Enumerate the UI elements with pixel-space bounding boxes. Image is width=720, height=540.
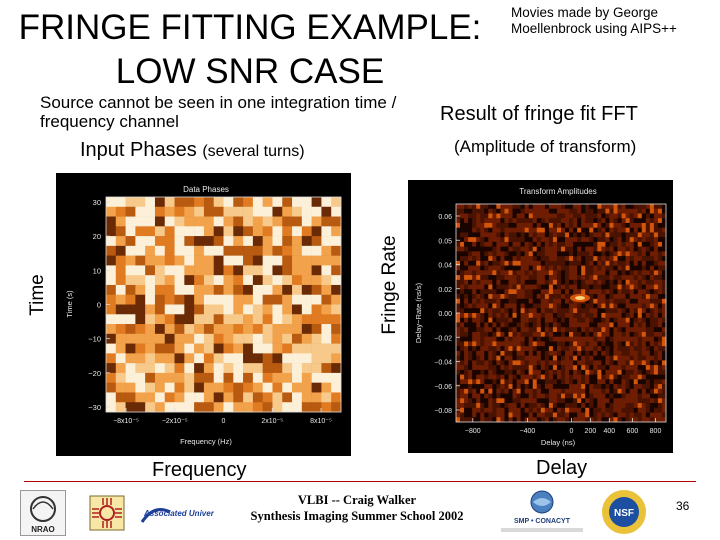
right-ytick-label: 0.02 bbox=[438, 287, 452, 294]
transform-xlabel: Delay (ns) bbox=[541, 438, 576, 447]
left-xtick-label: −2x10⁻⁵ bbox=[162, 418, 188, 425]
nsf-logo-text: NSF bbox=[614, 508, 634, 519]
data-phases-plot: Data Phases 30 20 10 0 −10 −20 −30 −8x10⁻⁵ −2x1… bbox=[56, 173, 351, 456]
right-ytick-label: −0.06 bbox=[434, 384, 452, 391]
footer-line-1: VLBI -- Craig Walker bbox=[297, 493, 417, 507]
title-line-2: LOW SNR CASE bbox=[115, 52, 385, 91]
right-ytick-label: 0.00 bbox=[438, 311, 452, 318]
transform-amplitudes-svg: Transform Amplitudes 0.060.050.040.020.0… bbox=[408, 180, 673, 453]
right-xtick-label: −800 bbox=[465, 428, 481, 435]
footer-text: VLBI -- Craig Walker Synthesis Imaging S… bbox=[232, 492, 482, 524]
right-yticks: 0.06 0.05 0.04 0.02 0.00 −0.02 −0.04 −0.06 −0.08 bbox=[434, 214, 460, 415]
data-phases-ylabel: Time (s) bbox=[65, 290, 74, 318]
left-ytick-label: 20 bbox=[93, 232, 101, 241]
frequency-label: Frequency bbox=[152, 459, 247, 481]
data-phases-svg: Data Phases 30 20 10 0 −10 −20 −30 −8x10⁻⁵ −2x1… bbox=[56, 173, 351, 456]
left-ytick-label: −30 bbox=[88, 403, 101, 412]
nrao-logo-text: NRAO bbox=[31, 525, 55, 534]
left-ytick-label: −20 bbox=[88, 369, 101, 378]
right-ytick-label: 0.06 bbox=[438, 214, 452, 221]
right-xticks: −800 −400 0 200 400 600 800 bbox=[465, 418, 662, 435]
right-xtick-label: 400 bbox=[603, 428, 615, 435]
fringe-peak bbox=[570, 294, 590, 302]
nrao-logo: NRAO bbox=[20, 490, 66, 536]
result-title: Result of fringe fit FFT bbox=[440, 103, 638, 125]
right-xtick-label: 200 bbox=[585, 428, 597, 435]
phase-cells bbox=[106, 197, 342, 413]
left-xtick-label: 8x10⁻⁵ bbox=[310, 418, 332, 425]
left-ytick-label: 30 bbox=[93, 198, 101, 207]
right-ytick-label: 0.05 bbox=[438, 238, 452, 245]
smp-logo-text: SMP • CONACYT bbox=[514, 518, 571, 525]
right-xtick-label: 0 bbox=[570, 428, 574, 435]
left-xtick-label: 0 bbox=[222, 418, 226, 425]
delay-label: Delay bbox=[536, 457, 588, 479]
subtitle: Source cannot be seen in one integration… bbox=[40, 93, 397, 131]
fringe-peak-core bbox=[575, 296, 585, 300]
movie-credit: Movies made by George Moellenbrock using… bbox=[511, 5, 677, 36]
left-xtick-label: 2x10⁻⁵ bbox=[261, 418, 283, 425]
page-number: 36 bbox=[676, 499, 690, 513]
transform-title: Transform Amplitudes bbox=[519, 187, 597, 196]
right-ytick-label: −0.02 bbox=[434, 335, 452, 342]
time-axis-label: Time bbox=[27, 274, 48, 316]
right-ytick-label: −0.08 bbox=[434, 408, 452, 415]
footer-divider bbox=[24, 481, 696, 482]
right-xtick-label: 600 bbox=[627, 428, 639, 435]
data-phases-title: Data Phases bbox=[183, 185, 229, 194]
associated-logo-text: Associated Universities Inc bbox=[143, 509, 214, 518]
input-phases-label: Input Phases (several turns) bbox=[80, 139, 305, 162]
result-subtitle: (Amplitude of transform) bbox=[454, 137, 637, 156]
right-xtick-label: −400 bbox=[520, 428, 536, 435]
amplitude-cells bbox=[456, 204, 667, 423]
left-yticks: 30 20 10 0 −10 −20 −30 bbox=[88, 198, 110, 412]
left-xticks: −8x10⁻⁵ −2x10⁻⁵ 0 2x10⁻⁵ 8x10⁻⁵ bbox=[113, 408, 332, 425]
smp-conacyt-logo: SMP • CONACYT bbox=[497, 488, 587, 536]
fringe-rate-axis-label: Fringe Rate bbox=[379, 235, 400, 335]
slide-title: FRINGE FITTING EXAMPLE: LOW SNR CASE bbox=[0, 6, 500, 94]
nsf-logo: NSF bbox=[598, 487, 650, 537]
data-phases-xlabel: Frequency (Hz) bbox=[180, 437, 232, 446]
right-ytick-label: −0.04 bbox=[434, 360, 452, 367]
left-ytick-label: −10 bbox=[88, 335, 101, 344]
footer-line-2: Synthesis Imaging Summer School 2002 bbox=[250, 509, 464, 523]
input-phases-text: Input Phases bbox=[80, 139, 197, 161]
left-ytick-label: 0 bbox=[97, 301, 101, 310]
input-phases-note: (several turns) bbox=[202, 143, 305, 160]
right-xtick-label: 800 bbox=[650, 428, 662, 435]
transform-ylabel: Delay−Rate (ns/s) bbox=[414, 282, 423, 343]
left-ytick-label: 10 bbox=[93, 266, 101, 275]
transform-amplitudes-plot: Transform Amplitudes 0.06 0.05 0.04 0.02 0.0… bbox=[408, 180, 673, 453]
associated-universities-logo: Associated Universities Inc bbox=[140, 502, 249, 528]
right-ytick-label: 0.04 bbox=[438, 263, 452, 270]
left-xtick-label: −8x10⁻⁵ bbox=[113, 418, 139, 425]
zia-sun-logo bbox=[84, 486, 130, 536]
title-line-1: FRINGE FITTING EXAMPLE: bbox=[18, 8, 482, 47]
